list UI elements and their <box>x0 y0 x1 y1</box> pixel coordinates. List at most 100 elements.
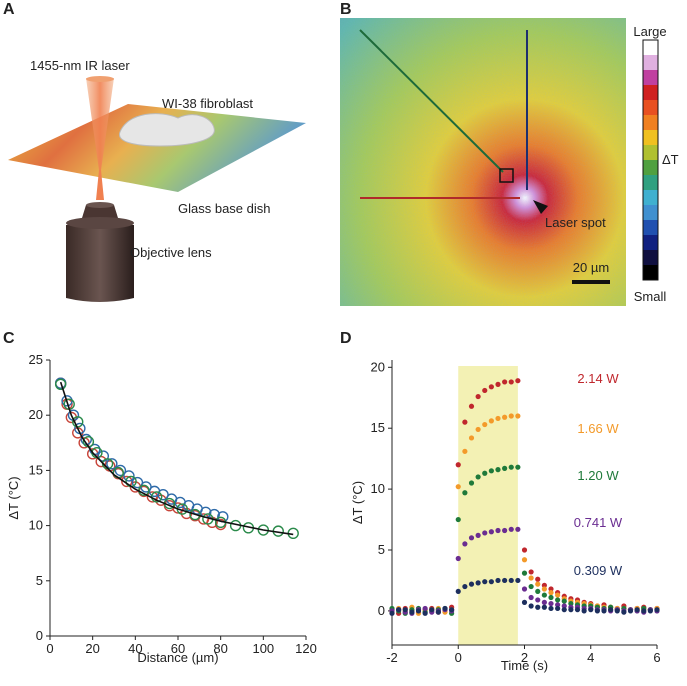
point <box>482 579 488 585</box>
x-tick-label: 0 <box>46 641 53 656</box>
panel-label: D <box>340 330 352 347</box>
point <box>495 527 501 534</box>
point <box>508 526 514 532</box>
point <box>482 530 488 536</box>
point <box>528 603 534 609</box>
point <box>601 608 607 614</box>
point <box>528 575 534 581</box>
laser-beam <box>86 78 114 170</box>
point <box>396 607 402 613</box>
point <box>455 588 461 595</box>
point <box>574 607 581 613</box>
point <box>608 607 614 613</box>
point <box>535 576 541 582</box>
point <box>123 470 135 482</box>
point <box>502 414 508 420</box>
point <box>455 555 461 562</box>
point <box>521 547 528 553</box>
point <box>634 607 640 613</box>
x-tick-label: 6 <box>653 650 660 665</box>
point <box>495 467 501 473</box>
colorbar <box>642 39 659 281</box>
point <box>555 592 561 598</box>
x-tick-label: 4 <box>587 650 594 665</box>
point <box>475 532 481 538</box>
label: Small <box>634 289 667 304</box>
point <box>455 484 461 490</box>
point <box>475 474 481 480</box>
point <box>515 378 521 384</box>
point <box>106 458 118 470</box>
highlight <box>458 366 518 645</box>
point <box>422 605 428 612</box>
point <box>508 413 514 419</box>
point <box>409 609 415 615</box>
point <box>647 608 653 614</box>
fit-line <box>59 381 294 536</box>
point <box>515 413 521 419</box>
point <box>475 393 481 400</box>
label: ΔT <box>662 152 679 167</box>
point <box>468 435 475 441</box>
x-axis-label: Time (s) <box>501 658 548 673</box>
y-tick-label: 10 <box>29 518 43 533</box>
point <box>462 448 468 454</box>
point <box>502 379 508 385</box>
series-label: 2.14 W <box>577 371 619 386</box>
point <box>114 464 127 477</box>
point <box>528 594 534 601</box>
point <box>515 464 521 470</box>
point <box>462 541 468 547</box>
point <box>627 608 634 614</box>
series-label: 1.66 W <box>577 421 619 436</box>
point <box>482 387 488 394</box>
point <box>561 598 567 604</box>
point <box>561 607 567 613</box>
label: Large <box>633 24 666 39</box>
x-tick-label: 2 <box>521 650 528 665</box>
point <box>535 588 541 595</box>
point <box>502 577 508 584</box>
point <box>468 403 475 409</box>
series-label: 1.20 W <box>577 468 619 483</box>
point <box>541 582 547 588</box>
y-axis-label: ΔT (°C) <box>350 481 365 524</box>
point <box>515 577 521 584</box>
x-tick-label: 60 <box>171 641 185 656</box>
point <box>508 379 514 385</box>
point <box>508 464 514 470</box>
point <box>488 384 494 390</box>
point <box>449 607 455 613</box>
point <box>521 599 528 605</box>
point <box>475 426 481 433</box>
point <box>535 597 541 603</box>
point <box>488 468 494 474</box>
label: Laser spot <box>545 215 606 230</box>
point <box>515 526 521 532</box>
point <box>502 465 508 471</box>
label: Objective lens <box>130 245 212 260</box>
point <box>488 579 494 585</box>
y-tick-label: 0 <box>36 628 43 643</box>
panel-b: B Laser spot 20 µm Large Small ΔT <box>340 1 679 306</box>
point <box>462 583 468 590</box>
point <box>462 419 468 425</box>
point <box>555 605 561 612</box>
point <box>641 608 647 614</box>
x-tick-label: 120 <box>295 641 317 656</box>
point <box>475 580 481 586</box>
point <box>462 490 468 496</box>
point <box>521 557 528 563</box>
point <box>528 583 534 590</box>
label: WI-38 fibroblast <box>162 96 253 111</box>
y-tick-label: 0 <box>378 603 385 618</box>
point <box>548 600 554 607</box>
point <box>455 516 461 523</box>
point <box>121 475 133 488</box>
profile-line <box>359 29 504 173</box>
point <box>468 480 475 486</box>
point <box>555 602 561 608</box>
panel-label: A <box>3 1 15 18</box>
beam-top <box>86 76 114 82</box>
point <box>495 415 501 422</box>
